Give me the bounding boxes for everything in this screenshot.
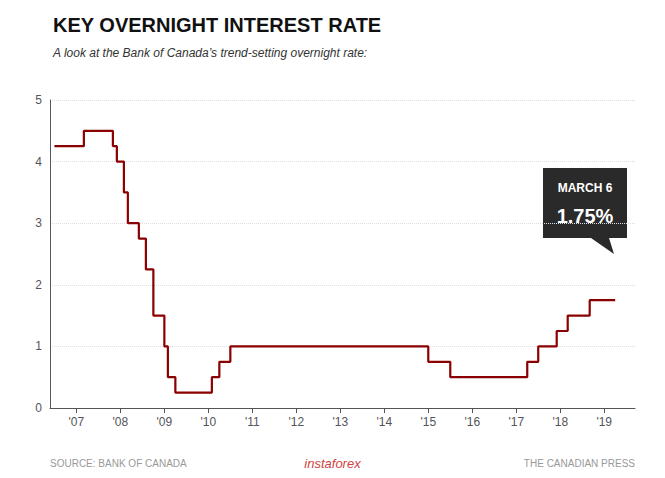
svg-text:'08: '08 [113, 415, 129, 429]
svg-text:1: 1 [35, 339, 42, 353]
svg-text:'13: '13 [332, 415, 348, 429]
svg-text:'19: '19 [596, 415, 612, 429]
svg-text:2: 2 [35, 278, 42, 292]
svg-text:0: 0 [35, 401, 42, 415]
svg-text:MARCH 6: MARCH 6 [558, 181, 613, 195]
svg-text:'15: '15 [420, 415, 436, 429]
svg-text:3: 3 [35, 216, 42, 230]
svg-text:KEY OVERNIGHT INTEREST RATE: KEY OVERNIGHT INTEREST RATE [53, 14, 381, 36]
svg-text:4: 4 [35, 155, 42, 169]
svg-text:'11: '11 [245, 415, 260, 429]
svg-text:'16: '16 [464, 415, 480, 429]
svg-text:'09: '09 [157, 415, 173, 429]
svg-text:'18: '18 [552, 415, 568, 429]
svg-text:A look at the Bank of Canada’s: A look at the Bank of Canada’s trend-set… [52, 46, 367, 60]
svg-text:'07: '07 [69, 415, 85, 429]
svg-text:instaforex: instaforex [304, 456, 361, 471]
svg-text:'17: '17 [508, 415, 524, 429]
svg-text:1.75%: 1.75% [557, 205, 614, 227]
svg-text:'10: '10 [201, 415, 217, 429]
svg-text:THE CANADIAN PRESS: THE CANADIAN PRESS [524, 458, 635, 469]
svg-text:SOURCE: BANK OF CANADA: SOURCE: BANK OF CANADA [50, 458, 187, 469]
svg-text:5: 5 [35, 93, 42, 107]
svg-text:'12: '12 [288, 415, 304, 429]
svg-text:'14: '14 [376, 415, 392, 429]
